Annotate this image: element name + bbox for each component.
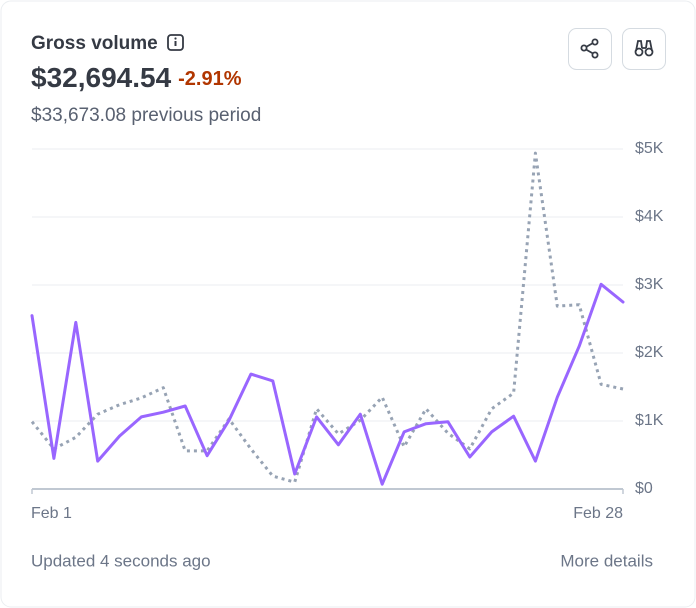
title: Gross volume	[31, 33, 158, 54]
y-tick-label: $3K	[635, 276, 664, 293]
change: -2.91%	[178, 68, 242, 90]
previous-period: $33,673.08 previous period	[31, 105, 261, 126]
headline: $32,694.54 -2.91%	[31, 62, 242, 93]
share-button[interactable]	[568, 28, 612, 70]
info-icon[interactable]	[167, 34, 184, 51]
updated: Updated 4 seconds ago	[31, 551, 211, 570]
x-tick-label: Feb 28	[573, 505, 623, 522]
series-line	[30, 282, 625, 486]
total-value: $32,694.54	[31, 62, 172, 93]
series-line	[30, 151, 624, 484]
x-tick-label: Feb 1	[31, 505, 72, 522]
y-tick-label: $2K	[635, 344, 664, 361]
y-tick-label: $4K	[635, 208, 664, 225]
more-details[interactable]: More details	[560, 551, 653, 570]
y-tick-label: $5K	[635, 140, 664, 157]
y-tick-label: $1K	[635, 412, 664, 429]
y-tick-label: $0	[635, 480, 653, 497]
explore-button[interactable]	[622, 28, 666, 70]
